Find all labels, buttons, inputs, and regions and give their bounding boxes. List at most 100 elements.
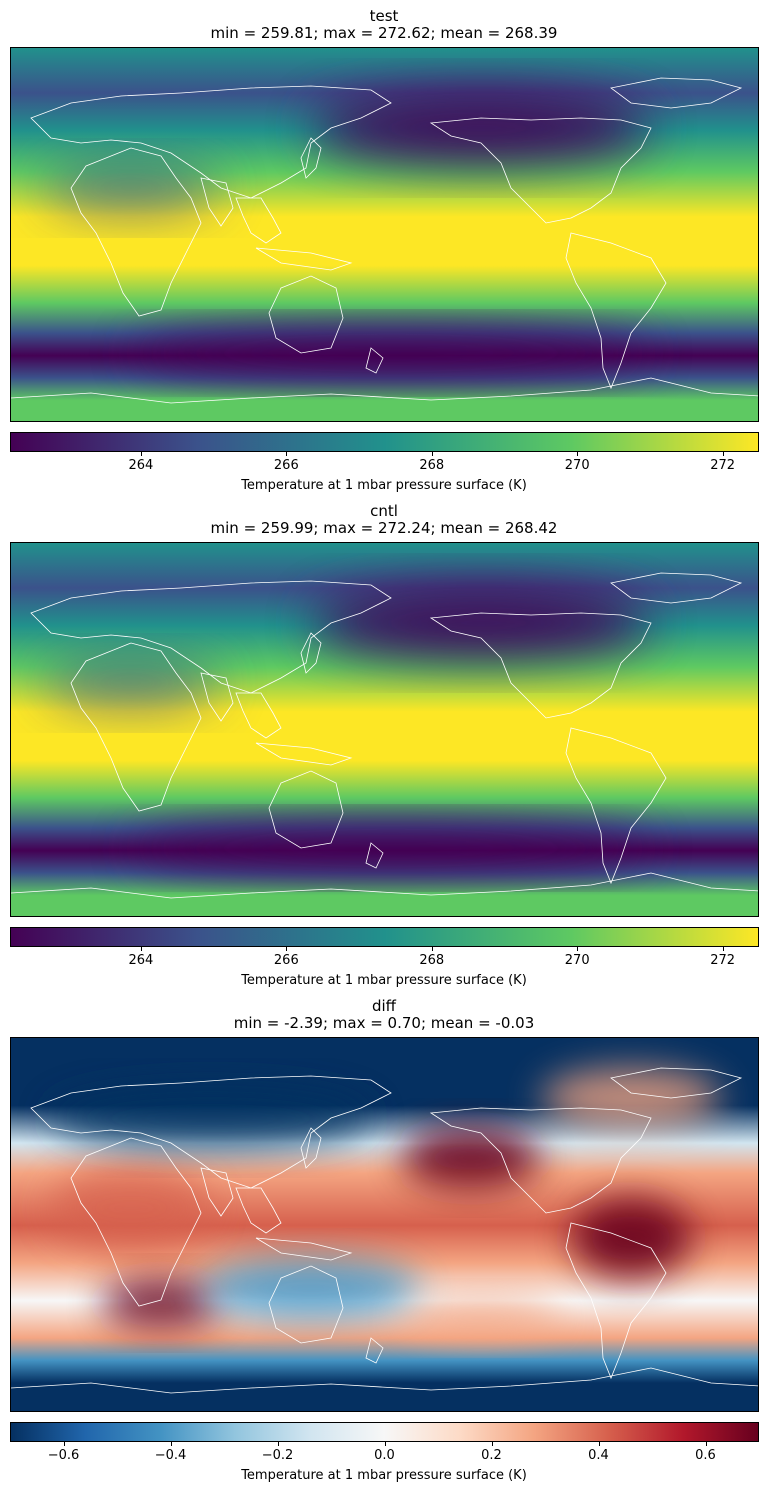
- colorbar-tick-label: 0.0: [374, 1448, 395, 1463]
- coastline: [235, 197, 282, 244]
- panel-subtitle: min = -2.39; max = 0.70; mean = -0.03: [233, 1014, 535, 1032]
- coastline: [365, 347, 384, 374]
- coastline: [11, 377, 758, 404]
- coastline: [610, 572, 743, 604]
- coastline: [300, 137, 322, 179]
- colorbar-tick-label: 272: [710, 953, 736, 968]
- colorbar-tick: [384, 1442, 386, 1446]
- field-anomaly: [571, 1198, 691, 1278]
- coastline: [235, 1187, 282, 1234]
- heatmap-map: [10, 1037, 759, 1412]
- colorbar-tick-label: 264: [128, 953, 154, 968]
- coastline: [300, 1127, 322, 1169]
- colorbar: [10, 1422, 759, 1442]
- coastline: [365, 842, 384, 869]
- heatmap-map: [10, 47, 759, 422]
- coastline: [70, 642, 202, 812]
- colorbar-tick-label: −0.4: [154, 1448, 187, 1463]
- colorbar-ticks: 264 266 268 270 272: [10, 452, 759, 476]
- colorbar-tick-label: 0.6: [695, 1448, 716, 1463]
- colorbar-tick-label: 270: [564, 953, 590, 968]
- coastline: [429, 1107, 652, 1214]
- coastline: [200, 177, 234, 227]
- coastline: [30, 580, 392, 694]
- colorbar-tick-label: −0.6: [47, 1448, 80, 1463]
- coastline: [200, 672, 234, 722]
- colorbar-label: Temperature at 1 mbar pressure surface (…: [241, 478, 527, 493]
- field-anomaly: [131, 331, 651, 375]
- colorbar-tick: [722, 452, 724, 456]
- coastline: [200, 1167, 234, 1217]
- coastline: [255, 742, 353, 766]
- coastline: [255, 247, 353, 271]
- coastlines: [11, 77, 758, 404]
- colorbar-tick-label: 0.4: [588, 1448, 609, 1463]
- coastline: [565, 727, 667, 885]
- coastline: [235, 692, 282, 739]
- colorbar-tick-label: 0.2: [481, 1448, 502, 1463]
- panel-diff: diff min = -2.39; max = 0.70; mean = -0.…: [0, 990, 768, 1483]
- coastline: [300, 632, 322, 674]
- panel-title: cntl: [370, 502, 398, 520]
- coastline: [30, 1075, 392, 1189]
- field-anomaly: [401, 1128, 541, 1188]
- colorbar-label: Temperature at 1 mbar pressure surface (…: [241, 1468, 527, 1483]
- coastlines: [11, 572, 758, 899]
- colorbar-tick-label: 272: [710, 458, 736, 473]
- colorbar-tick: [431, 947, 433, 951]
- colorbar-tick: [140, 452, 142, 456]
- field-anomaly: [131, 826, 651, 870]
- colorbar-tick: [277, 1442, 279, 1446]
- colorbar-tick: [170, 1442, 172, 1446]
- colorbar-ticks: −0.6 −0.4 −0.2 0.0 0.2 0.4 0.6: [10, 1442, 759, 1466]
- colorbar-tick: [431, 452, 433, 456]
- heatmap-map: [10, 542, 759, 917]
- colorbar-tick: [286, 452, 288, 456]
- field-anomaly: [101, 1278, 221, 1328]
- field-anomaly: [51, 1168, 211, 1248]
- colorbar-tick-label: 264: [128, 458, 154, 473]
- panel-test: test min = 259.81; max = 272.62; mean = …: [0, 0, 768, 493]
- colorbar-tick-label: 270: [564, 458, 590, 473]
- coastline: [268, 770, 344, 849]
- colorbar-tick-label: 266: [273, 953, 299, 968]
- colorbar-tick: [63, 1442, 65, 1446]
- panel-subtitle: min = 259.81; max = 272.62; mean = 268.3…: [210, 24, 558, 42]
- field-anomaly: [311, 588, 651, 658]
- panel-title: diff: [371, 997, 397, 1015]
- coastline: [70, 147, 202, 317]
- coastline: [565, 1222, 667, 1380]
- colorbar-tick: [577, 452, 579, 456]
- coastline: [429, 117, 652, 224]
- colorbar-tick: [577, 947, 579, 951]
- colorbar-ticks: 264 266 268 270 272: [10, 947, 759, 971]
- coastlines: [11, 1067, 758, 1394]
- colorbar: [10, 432, 759, 452]
- coastline: [11, 872, 758, 899]
- colorbar-tick: [140, 947, 142, 951]
- field-anomaly: [201, 1258, 421, 1318]
- field-anomaly: [311, 93, 651, 163]
- colorbar: [10, 927, 759, 947]
- coastline: [11, 1367, 758, 1394]
- coastline: [30, 85, 392, 199]
- colorbar-tick: [598, 1442, 600, 1446]
- coastline: [429, 612, 652, 719]
- coastline: [565, 232, 667, 390]
- panel-subtitle: min = 259.99; max = 272.24; mean = 268.4…: [210, 519, 558, 537]
- colorbar-tick-label: −0.2: [261, 1448, 294, 1463]
- colorbar-tick: [491, 1442, 493, 1446]
- coastline: [255, 1237, 353, 1261]
- colorbar-tick-label: 268: [419, 953, 445, 968]
- field-anomaly: [51, 1088, 371, 1148]
- panel-cntl: cntl min = 259.99; max = 272.24; mean = …: [0, 495, 768, 988]
- field-anomaly: [41, 163, 221, 213]
- coastline: [365, 1337, 384, 1364]
- field-anomaly: [401, 1298, 561, 1338]
- coastline: [70, 1137, 202, 1307]
- field-anomaly: [541, 1068, 721, 1128]
- coastline: [268, 275, 344, 354]
- panel-title: test: [369, 7, 399, 25]
- coastline: [610, 77, 743, 109]
- colorbar-tick: [286, 947, 288, 951]
